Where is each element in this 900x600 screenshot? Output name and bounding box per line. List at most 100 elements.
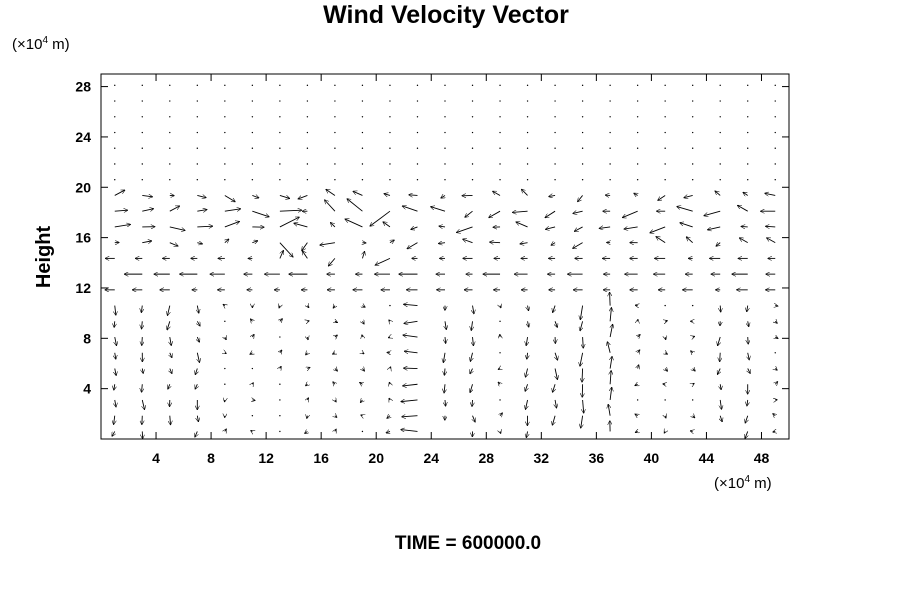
wind-vector	[115, 336, 117, 346]
wind-vector	[370, 210, 391, 226]
vector-dot	[747, 116, 749, 118]
wind-vector	[333, 353, 335, 354]
wind-vector	[326, 189, 336, 196]
vector-dot	[141, 100, 143, 102]
x-tick-label: 44	[699, 450, 715, 466]
vector-dot	[719, 84, 721, 87]
wind-vector	[307, 306, 308, 308]
wind-vector	[279, 195, 290, 198]
vector-dot	[499, 131, 501, 134]
wind-vector	[775, 369, 777, 371]
vector-dot	[169, 179, 171, 181]
vector-dot	[444, 100, 446, 102]
wind-vector	[345, 219, 363, 228]
wind-vector	[720, 399, 721, 409]
wind-vector	[197, 305, 198, 314]
vector-dot	[251, 367, 254, 370]
vector-dot	[774, 352, 776, 354]
vector-dot	[747, 179, 749, 181]
wind-vector	[279, 306, 280, 308]
vector-dot	[526, 147, 529, 149]
vector-dot	[196, 179, 199, 181]
wind-vector	[307, 398, 308, 400]
wind-vector	[252, 195, 258, 197]
wind-vector	[389, 382, 390, 384]
wind-vector	[526, 336, 527, 346]
vector-dot	[581, 163, 584, 165]
wind-vector	[250, 353, 252, 354]
wind-vector	[690, 431, 692, 432]
vector-dot	[361, 131, 364, 134]
wind-vector	[664, 431, 665, 433]
wind-vector	[252, 383, 253, 385]
wind-vector	[583, 399, 584, 413]
wind-vector	[520, 243, 528, 244]
vector-dot	[334, 163, 336, 165]
wind-vector	[142, 384, 143, 392]
wind-vector	[335, 321, 338, 322]
vector-dot	[141, 84, 143, 87]
vector-dot	[141, 116, 143, 118]
wind-vector	[528, 321, 529, 327]
vector-dot	[774, 131, 776, 134]
vector-dot	[196, 84, 199, 87]
vector-dot	[251, 116, 254, 118]
y-tick-label: 8	[83, 330, 91, 346]
wind-vector	[169, 242, 178, 246]
wind-vector	[775, 382, 777, 385]
vector-dot	[719, 163, 721, 165]
vector-dot	[636, 131, 639, 134]
vector-dot	[389, 304, 391, 307]
vector-dot	[251, 131, 254, 134]
vector-dot	[664, 163, 666, 165]
wind-vector	[635, 431, 637, 432]
y-tick-label: 12	[75, 280, 91, 296]
vector-dot	[416, 131, 419, 134]
wind-vector	[555, 399, 556, 408]
wind-vector	[553, 305, 555, 313]
wind-vector	[225, 239, 229, 243]
vector-dot	[279, 415, 281, 417]
wind-vector	[470, 368, 473, 374]
vector-dot	[774, 179, 776, 181]
vector-dot	[471, 163, 474, 165]
wind-vector	[404, 304, 418, 305]
vector-dot	[636, 100, 639, 102]
wind-vector	[142, 195, 152, 196]
vector-dot	[444, 116, 446, 118]
vector-dot	[471, 116, 474, 118]
wind-vector	[581, 415, 583, 428]
wind-vector	[353, 191, 363, 196]
vector-dot	[389, 100, 391, 102]
vector-dot	[609, 116, 611, 118]
y-tick-label: 24	[75, 129, 91, 145]
wind-vector	[298, 195, 308, 198]
wind-vector	[252, 210, 269, 217]
vector-dot	[416, 179, 419, 181]
wind-vector	[223, 304, 225, 305]
vector-dot	[279, 383, 281, 385]
wind-vector	[545, 227, 556, 229]
vector-dot	[361, 430, 364, 433]
vector-dot	[169, 100, 171, 102]
wind-vector	[549, 195, 556, 196]
wind-vector	[553, 384, 556, 392]
wind-vector	[335, 416, 337, 418]
wind-vector	[438, 243, 446, 244]
wind-vector	[500, 431, 501, 433]
wind-vector	[170, 352, 172, 358]
wind-vector	[294, 223, 308, 228]
wind-vector	[739, 238, 748, 244]
vector-dot	[416, 147, 419, 149]
x-tick-label: 40	[644, 450, 660, 466]
wind-vector	[362, 353, 363, 354]
wind-vector	[680, 223, 693, 228]
vector-dot	[224, 163, 226, 165]
wind-vector	[766, 226, 776, 227]
wind-vector	[665, 416, 666, 418]
wind-vector	[473, 415, 476, 422]
vector-dot	[554, 163, 556, 165]
vector-dot	[169, 84, 171, 87]
wind-vector	[773, 431, 775, 432]
